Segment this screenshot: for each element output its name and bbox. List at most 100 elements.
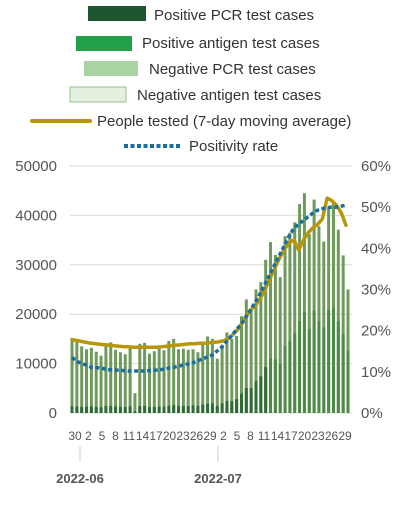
bar-negative	[317, 226, 321, 413]
bar-negative	[162, 350, 166, 413]
bar-positive	[94, 406, 98, 413]
bar-negative	[147, 353, 151, 413]
bar-positive	[186, 406, 190, 413]
positivity-rate-line	[70, 203, 347, 373]
bar-negative	[109, 342, 113, 413]
bar-negative	[230, 338, 234, 413]
legend-swatch	[88, 6, 146, 21]
x-tick-label: 2	[220, 429, 227, 443]
bar-negative	[152, 351, 156, 413]
legend-swatch	[76, 36, 132, 51]
bar-positive	[80, 406, 84, 413]
bar-negative	[259, 282, 263, 413]
bar-positive	[167, 405, 171, 413]
x-tick-label: 17	[284, 429, 298, 443]
y-right-tick-label: 0%	[361, 405, 383, 422]
bar-positive	[239, 393, 243, 413]
bar-positive	[230, 401, 234, 413]
legend-label: Positive antigen test cases	[142, 35, 320, 52]
bar-positive	[288, 340, 292, 413]
x-tick-label: 20	[298, 429, 312, 443]
bar-positive	[104, 406, 108, 413]
bar-negative	[220, 344, 224, 413]
bar-positive	[201, 404, 205, 413]
bar-positive	[70, 406, 74, 413]
bar-positive	[278, 364, 282, 413]
bar-positive	[254, 380, 258, 413]
bar-negative	[118, 352, 122, 413]
bar-negative	[80, 346, 84, 413]
bar-positive	[109, 405, 113, 413]
bar-positive	[312, 310, 316, 413]
bar-positive	[114, 406, 118, 413]
x-tick-label: 29	[203, 429, 217, 443]
bar-positive	[283, 345, 287, 413]
y-right-tick-label: 40%	[361, 240, 391, 257]
y-left-tick-label: 40000	[15, 207, 57, 224]
x-tick-label: 14	[136, 429, 150, 443]
bar-negative	[283, 236, 287, 413]
bar-negative	[278, 277, 282, 413]
bar-negative	[312, 199, 316, 413]
y-right-tick-label: 60%	[361, 158, 391, 175]
legend-swatch	[69, 86, 127, 103]
x-tick-label: 8	[247, 429, 254, 443]
bar-positive	[249, 388, 253, 413]
bar-positive	[75, 406, 79, 413]
x-tick-label: 26	[190, 429, 204, 443]
bar-positive	[210, 403, 214, 413]
x-tick-label: 30	[68, 429, 82, 443]
bar-negative	[104, 343, 108, 413]
bar-positive	[191, 405, 195, 413]
month-label: 2022-06	[56, 471, 104, 486]
axes: 0 10000 20000 30000 40000 50000 0% 10% 20% 30% 40%…	[15, 158, 391, 486]
bar-negative	[225, 332, 229, 413]
legend-label: Positive PCR test cases	[154, 7, 314, 24]
bar-positive	[307, 328, 311, 413]
bar-negative	[177, 349, 181, 413]
bar-positive	[302, 311, 306, 413]
bar-negative	[196, 352, 200, 413]
x-tick-label: 8	[112, 429, 119, 443]
bar-negative	[94, 351, 98, 413]
bar-positive	[322, 327, 326, 413]
bar-negative	[114, 349, 118, 413]
bar-negative	[157, 348, 161, 413]
line-series	[70, 196, 348, 373]
x-tick-label: 14	[271, 429, 285, 443]
bar-positive	[118, 406, 122, 413]
bar-negative	[167, 340, 171, 413]
bar-negative	[244, 299, 248, 413]
bar-positive	[143, 405, 147, 413]
month-label: 2022-07	[194, 471, 242, 486]
y-left-tick-label: 50000	[15, 158, 57, 175]
bar-positive	[244, 388, 248, 413]
x-tick-label: 29	[338, 429, 352, 443]
bar-negative	[288, 232, 292, 413]
bar-negative	[254, 289, 258, 413]
bar-negative	[201, 343, 205, 413]
bar-positive	[298, 321, 302, 413]
y-left-tick-label: 10000	[15, 356, 57, 373]
legend: Positive PCR test cases Positive antigen …	[30, 6, 351, 155]
y-left-tick-label: 30000	[15, 257, 57, 274]
bar-negative	[293, 222, 297, 413]
bar-series	[70, 193, 350, 413]
bar-positive	[196, 405, 200, 413]
bar-positive	[317, 321, 321, 413]
bar-positive	[89, 406, 93, 413]
bar-positive	[138, 406, 142, 413]
legend-label: Positivity rate	[189, 138, 278, 155]
bar-positive	[133, 411, 137, 413]
people-tested-line	[70, 196, 348, 350]
bar-positive	[157, 406, 161, 413]
bar-positive	[225, 400, 229, 413]
bar-negative	[191, 349, 195, 413]
x-tick-label: 11	[123, 429, 136, 443]
bar-positive	[220, 403, 224, 413]
bar-positive	[152, 406, 156, 413]
bar-negative	[239, 316, 243, 413]
y-right-tick-label: 50%	[361, 199, 391, 216]
legend-label: People tested (7-day moving average)	[97, 113, 351, 130]
